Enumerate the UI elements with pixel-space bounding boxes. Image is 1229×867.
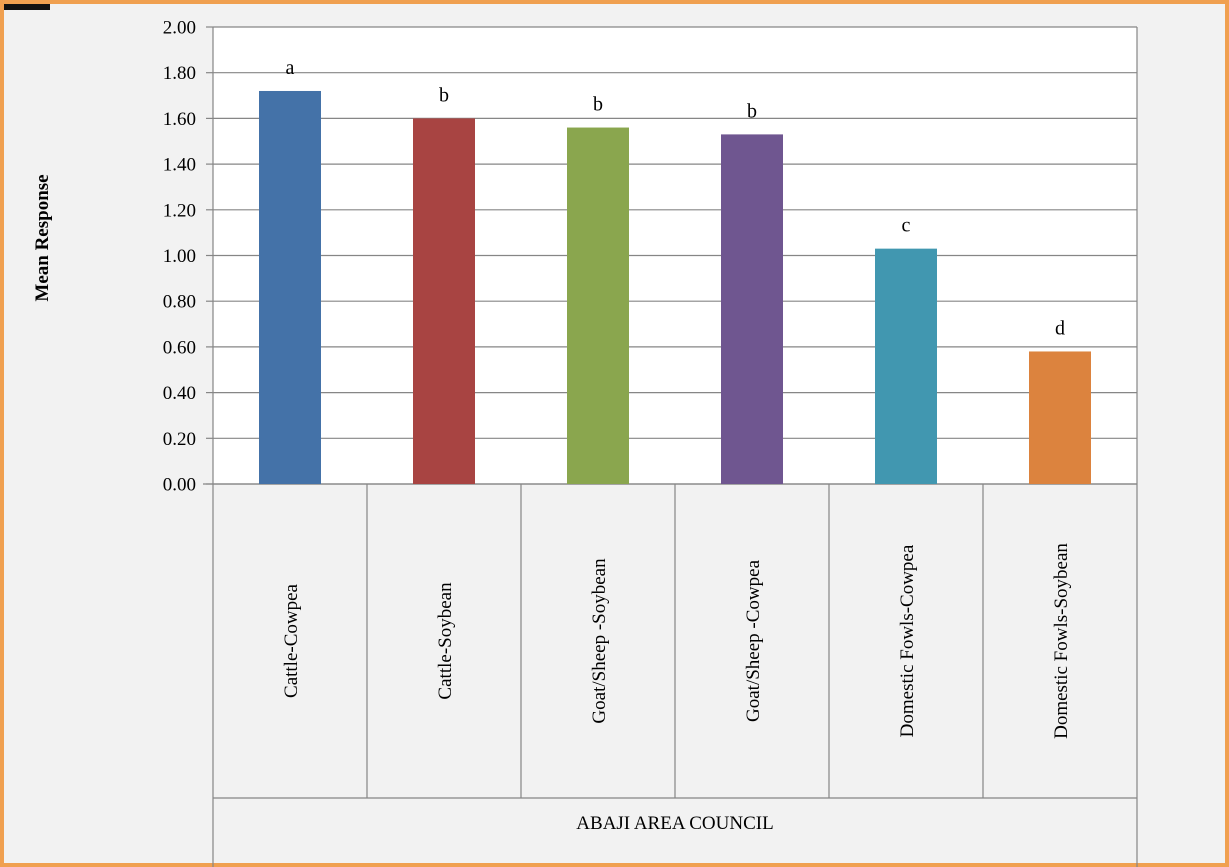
- bar-domestic-fowls-soybean: [1029, 351, 1091, 484]
- category-label: Cattle-Soybean: [435, 582, 456, 700]
- category-labels: Cattle-Cowpea Cattle-Soybean Goat/Sheep -S…: [281, 543, 1072, 739]
- axes: [203, 27, 1138, 867]
- y-tick-label: 1.60: [163, 109, 196, 130]
- data-label: b: [593, 94, 603, 116]
- bar-goat-sheep-cowpea: [721, 134, 783, 484]
- data-label: d: [1055, 317, 1065, 339]
- y-tick-label: 0.40: [163, 383, 196, 404]
- data-label: a: [286, 57, 295, 79]
- bars: [259, 90, 1091, 485]
- y-tick-label: 0.80: [163, 292, 196, 313]
- y-axis-title: Mean Response: [32, 174, 53, 301]
- data-label: b: [439, 84, 449, 106]
- y-tick-label: 2.00: [163, 18, 196, 39]
- y-tick-label: 1.40: [163, 155, 196, 176]
- data-labels: a b b b c d: [286, 57, 1065, 339]
- y-tick-label: 0.60: [163, 337, 196, 358]
- bar-cattle-soybean: [413, 118, 475, 485]
- bar-domestic-fowls-cowpea: [875, 248, 937, 484]
- y-tick-label: 1.00: [163, 246, 196, 267]
- y-tick-label: 1.20: [163, 200, 196, 221]
- y-tick-labels: 0.00 0.20 0.40 0.60 0.80 1.00 1.20 1.40 1.60 1.80…: [163, 18, 213, 496]
- category-label: Cattle-Cowpea: [281, 583, 302, 698]
- corner-mark: [4, 4, 50, 10]
- y-tick-label: 1.80: [163, 63, 196, 84]
- bar-cattle-cowpea: [259, 90, 321, 484]
- category-label: Goat/Sheep -Soybean: [589, 558, 610, 724]
- x-axis-group-label: ABAJI AREA COUNCIL: [576, 813, 773, 834]
- category-label: Goat/Sheep -Cowpea: [743, 559, 764, 722]
- category-label: Domestic Fowls-Cowpea: [897, 544, 918, 737]
- category-label: Domestic Fowls-Soybean: [1051, 543, 1072, 739]
- data-label: b: [747, 100, 757, 122]
- y-tick-label: 0.20: [163, 429, 196, 450]
- bar-goat-sheep-soybean: [567, 127, 629, 484]
- data-label: c: [902, 215, 911, 237]
- y-tick-label: 0.00: [163, 475, 196, 496]
- gridlines: [213, 26, 1137, 485]
